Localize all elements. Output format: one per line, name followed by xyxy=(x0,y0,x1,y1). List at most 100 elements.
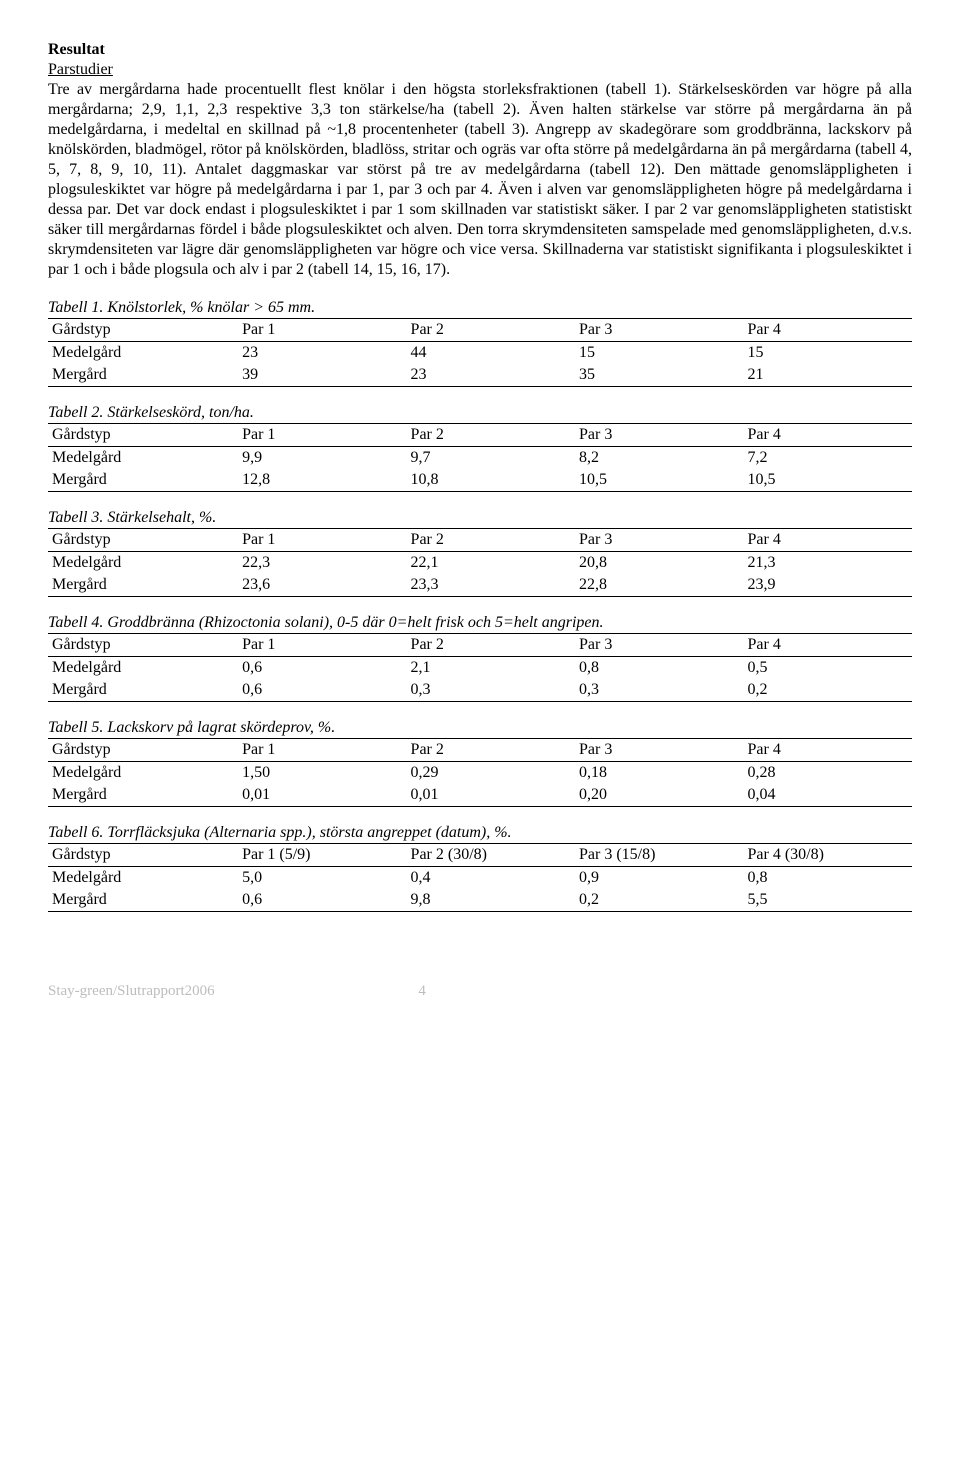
table-header-cell: Gårdstyp xyxy=(48,424,238,447)
table-caption: Tabell 6. Torrfläcksjuka (Alternaria spp… xyxy=(48,823,912,843)
table-row: Mergård0,60,30,30,2 xyxy=(48,679,912,702)
table-cell: 0,01 xyxy=(238,784,406,807)
data-table: GårdstypPar 1Par 2Par 3Par 4Medelgård234… xyxy=(48,318,912,387)
table-cell: 35 xyxy=(575,364,743,387)
table-cell: Medelgård xyxy=(48,657,238,680)
table-cell: 0,29 xyxy=(407,762,575,785)
table-cell: 21,3 xyxy=(743,552,912,575)
table-row: Medelgård23441515 xyxy=(48,342,912,365)
body-paragraph: Tre av mergårdarna hade procentuellt fle… xyxy=(48,80,912,280)
data-table: GårdstypPar 1Par 2Par 3Par 4Medelgård1,5… xyxy=(48,738,912,807)
table-cell: 21 xyxy=(743,364,912,387)
table-cell: 23 xyxy=(407,364,575,387)
data-table: GårdstypPar 1 (5/9)Par 2 (30/8)Par 3 (15… xyxy=(48,843,912,912)
table-header-cell: Par 1 xyxy=(238,739,406,762)
table-cell: 44 xyxy=(407,342,575,365)
page-footer: Stay-green/Slutrapport2006 4 xyxy=(48,982,912,1001)
table-cell: Medelgård xyxy=(48,342,238,365)
table-cell: 0,8 xyxy=(575,657,743,680)
table-header-cell: Par 1 xyxy=(238,529,406,552)
data-table: GårdstypPar 1Par 2Par 3Par 4Medelgård0,6… xyxy=(48,633,912,702)
table-header-cell: Par 2 xyxy=(407,424,575,447)
table-cell: Mergård xyxy=(48,784,238,807)
table-cell: Mergård xyxy=(48,889,238,912)
table-row: Medelgård1,500,290,180,28 xyxy=(48,762,912,785)
table-cell: 5,0 xyxy=(238,867,406,890)
table-cell: 20,8 xyxy=(575,552,743,575)
section-title: Resultat xyxy=(48,40,912,60)
table-header-cell: Par 2 xyxy=(407,529,575,552)
table-cell: 23,9 xyxy=(743,574,912,597)
table-header-cell: Par 1 xyxy=(238,424,406,447)
table-header-cell: Par 2 (30/8) xyxy=(407,844,575,867)
table-cell: 0,9 xyxy=(575,867,743,890)
table-row: Mergård0,010,010,200,04 xyxy=(48,784,912,807)
table-cell: 0,8 xyxy=(743,867,912,890)
table-header-cell: Par 4 (30/8) xyxy=(743,844,912,867)
table-header-cell: Gårdstyp xyxy=(48,739,238,762)
table-cell: 0,4 xyxy=(407,867,575,890)
table-row: Mergård39233521 xyxy=(48,364,912,387)
table-cell: 23,6 xyxy=(238,574,406,597)
table-cell: 0,6 xyxy=(238,679,406,702)
table-header-cell: Par 1 xyxy=(238,634,406,657)
table-cell: 22,3 xyxy=(238,552,406,575)
table-cell: 8,2 xyxy=(575,447,743,470)
table-cell: Medelgård xyxy=(48,447,238,470)
table-cell: 9,8 xyxy=(407,889,575,912)
table-caption: Tabell 1. Knölstorlek, % knölar > 65 mm. xyxy=(48,298,912,318)
table-cell: 10,5 xyxy=(575,469,743,492)
table-cell: 22,1 xyxy=(407,552,575,575)
footer-text: Stay-green/Slutrapport2006 xyxy=(48,983,215,999)
tables-container: Tabell 1. Knölstorlek, % knölar > 65 mm.… xyxy=(48,298,912,912)
table-cell: 5,5 xyxy=(743,889,912,912)
table-cell: Mergård xyxy=(48,574,238,597)
table-cell: 7,2 xyxy=(743,447,912,470)
table-row: Mergård12,810,810,510,5 xyxy=(48,469,912,492)
table-row: Medelgård9,99,78,27,2 xyxy=(48,447,912,470)
table-header-cell: Gårdstyp xyxy=(48,634,238,657)
table-header-cell: Par 2 xyxy=(407,739,575,762)
table-row: Medelgård5,00,40,90,8 xyxy=(48,867,912,890)
table-cell: 10,5 xyxy=(743,469,912,492)
table-cell: 10,8 xyxy=(407,469,575,492)
table-cell: Medelgård xyxy=(48,867,238,890)
table-cell: Medelgård xyxy=(48,762,238,785)
table-header-cell: Par 4 xyxy=(743,634,912,657)
table-row: Medelgård0,62,10,80,5 xyxy=(48,657,912,680)
table-caption: Tabell 3. Stärkelsehalt, %. xyxy=(48,508,912,528)
data-table: GårdstypPar 1Par 2Par 3Par 4Medelgård9,9… xyxy=(48,423,912,492)
table-header-cell: Par 2 xyxy=(407,634,575,657)
table-cell: 9,9 xyxy=(238,447,406,470)
table-header-cell: Par 1 (5/9) xyxy=(238,844,406,867)
table-cell: 0,5 xyxy=(743,657,912,680)
table-cell: 9,7 xyxy=(407,447,575,470)
table-cell: 0,2 xyxy=(743,679,912,702)
table-header-cell: Gårdstyp xyxy=(48,319,238,342)
data-table: GårdstypPar 1Par 2Par 3Par 4Medelgård22,… xyxy=(48,528,912,597)
table-caption: Tabell 4. Groddbränna (Rhizoctonia solan… xyxy=(48,613,912,633)
table-header-cell: Gårdstyp xyxy=(48,844,238,867)
table-cell: 0,3 xyxy=(575,679,743,702)
table-header-cell: Par 3 (15/8) xyxy=(575,844,743,867)
table-header-cell: Par 4 xyxy=(743,739,912,762)
table-header-cell: Par 3 xyxy=(575,529,743,552)
table-cell: 15 xyxy=(575,342,743,365)
table-cell: 12,8 xyxy=(238,469,406,492)
table-header-cell: Gårdstyp xyxy=(48,529,238,552)
table-header-cell: Par 4 xyxy=(743,319,912,342)
table-header-cell: Par 3 xyxy=(575,424,743,447)
table-cell: Mergård xyxy=(48,469,238,492)
table-row: Mergård23,623,322,823,9 xyxy=(48,574,912,597)
table-header-cell: Par 2 xyxy=(407,319,575,342)
table-cell: Medelgård xyxy=(48,552,238,575)
table-cell: 0,2 xyxy=(575,889,743,912)
table-cell: 0,6 xyxy=(238,889,406,912)
table-header-cell: Par 3 xyxy=(575,739,743,762)
table-header-cell: Par 4 xyxy=(743,529,912,552)
table-cell: 0,20 xyxy=(575,784,743,807)
table-row: Mergård0,69,80,25,5 xyxy=(48,889,912,912)
table-header-cell: Par 3 xyxy=(575,634,743,657)
table-cell: 0,6 xyxy=(238,657,406,680)
table-header-cell: Par 4 xyxy=(743,424,912,447)
